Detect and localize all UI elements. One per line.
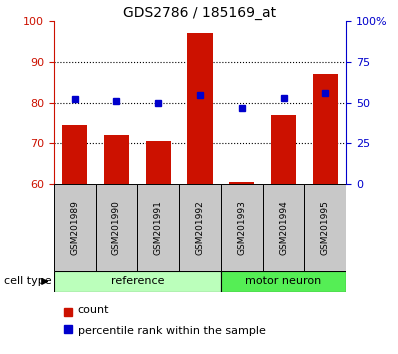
- Bar: [104, 135, 129, 184]
- Bar: [221, 271, 346, 292]
- Text: cell type: cell type: [4, 276, 52, 286]
- Bar: [304, 184, 346, 271]
- Text: reference: reference: [111, 276, 164, 286]
- Bar: [54, 271, 221, 292]
- Bar: [179, 184, 221, 271]
- Bar: [146, 141, 171, 184]
- Text: GSM201993: GSM201993: [237, 200, 246, 255]
- Bar: [54, 184, 96, 271]
- Text: GSM201990: GSM201990: [112, 200, 121, 255]
- Bar: [96, 184, 137, 271]
- Bar: [137, 184, 179, 271]
- Text: motor neuron: motor neuron: [246, 276, 322, 286]
- Text: GSM201992: GSM201992: [195, 200, 205, 255]
- Bar: [263, 184, 304, 271]
- Bar: [271, 115, 296, 184]
- Text: count: count: [78, 305, 109, 315]
- Bar: [187, 33, 213, 184]
- Text: GSM201994: GSM201994: [279, 200, 288, 255]
- Title: GDS2786 / 185169_at: GDS2786 / 185169_at: [123, 6, 277, 20]
- Text: GSM201989: GSM201989: [70, 200, 79, 255]
- Bar: [221, 184, 263, 271]
- Text: GSM201991: GSM201991: [154, 200, 163, 255]
- Bar: [229, 182, 254, 184]
- Bar: [62, 125, 87, 184]
- Text: GSM201995: GSM201995: [321, 200, 330, 255]
- Bar: [313, 74, 338, 184]
- Text: percentile rank within the sample: percentile rank within the sample: [78, 326, 265, 336]
